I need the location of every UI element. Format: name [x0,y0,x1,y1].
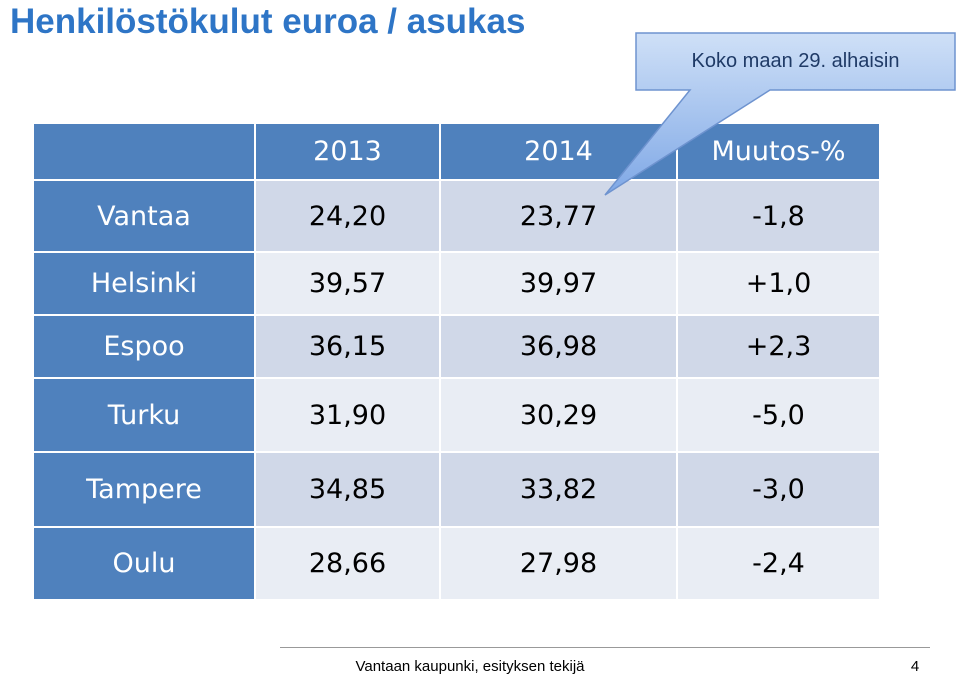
table-cell: 36,98 [440,315,677,378]
table-cell: -1,8 [677,180,880,252]
table-cell: -2,4 [677,527,880,600]
table-cell: -3,0 [677,452,880,527]
footer-text: Vantaan kaupunki, esityksen tekijä [355,658,585,675]
table-cell: 23,77 [440,180,677,252]
page-number: 4 [910,658,920,675]
table-cell: 34,85 [255,452,440,527]
footer-line [280,647,930,648]
row-header: Turku [33,378,255,452]
row-header: Espoo [33,315,255,378]
table-cell: 24,20 [255,180,440,252]
table-cell: +2,3 [677,315,880,378]
table-cell: 31,90 [255,378,440,452]
table-cell: -5,0 [677,378,880,452]
column-header: Muutos-% [677,123,880,180]
corner-cell [33,123,255,180]
callout-bubble [604,32,956,196]
callout-text: Koko maan 29. alhaisin [691,50,900,72]
table-cell: 27,98 [440,527,677,600]
table-cell: 39,57 [255,252,440,315]
table-cell: 28,66 [255,527,440,600]
row-header: Tampere [33,452,255,527]
table-cell: +1,0 [677,252,880,315]
table-cell: 39,97 [440,252,677,315]
row-header: Oulu [33,527,255,600]
row-header: Vantaa [33,180,255,252]
table-cell: 36,15 [255,315,440,378]
table-cell: 33,82 [440,452,677,527]
row-header: Helsinki [33,252,255,315]
slide-title: Henkilöstökulut euroa / asukas [10,2,526,41]
table-cell: 30,29 [440,378,677,452]
column-header: 2013 [255,123,440,180]
